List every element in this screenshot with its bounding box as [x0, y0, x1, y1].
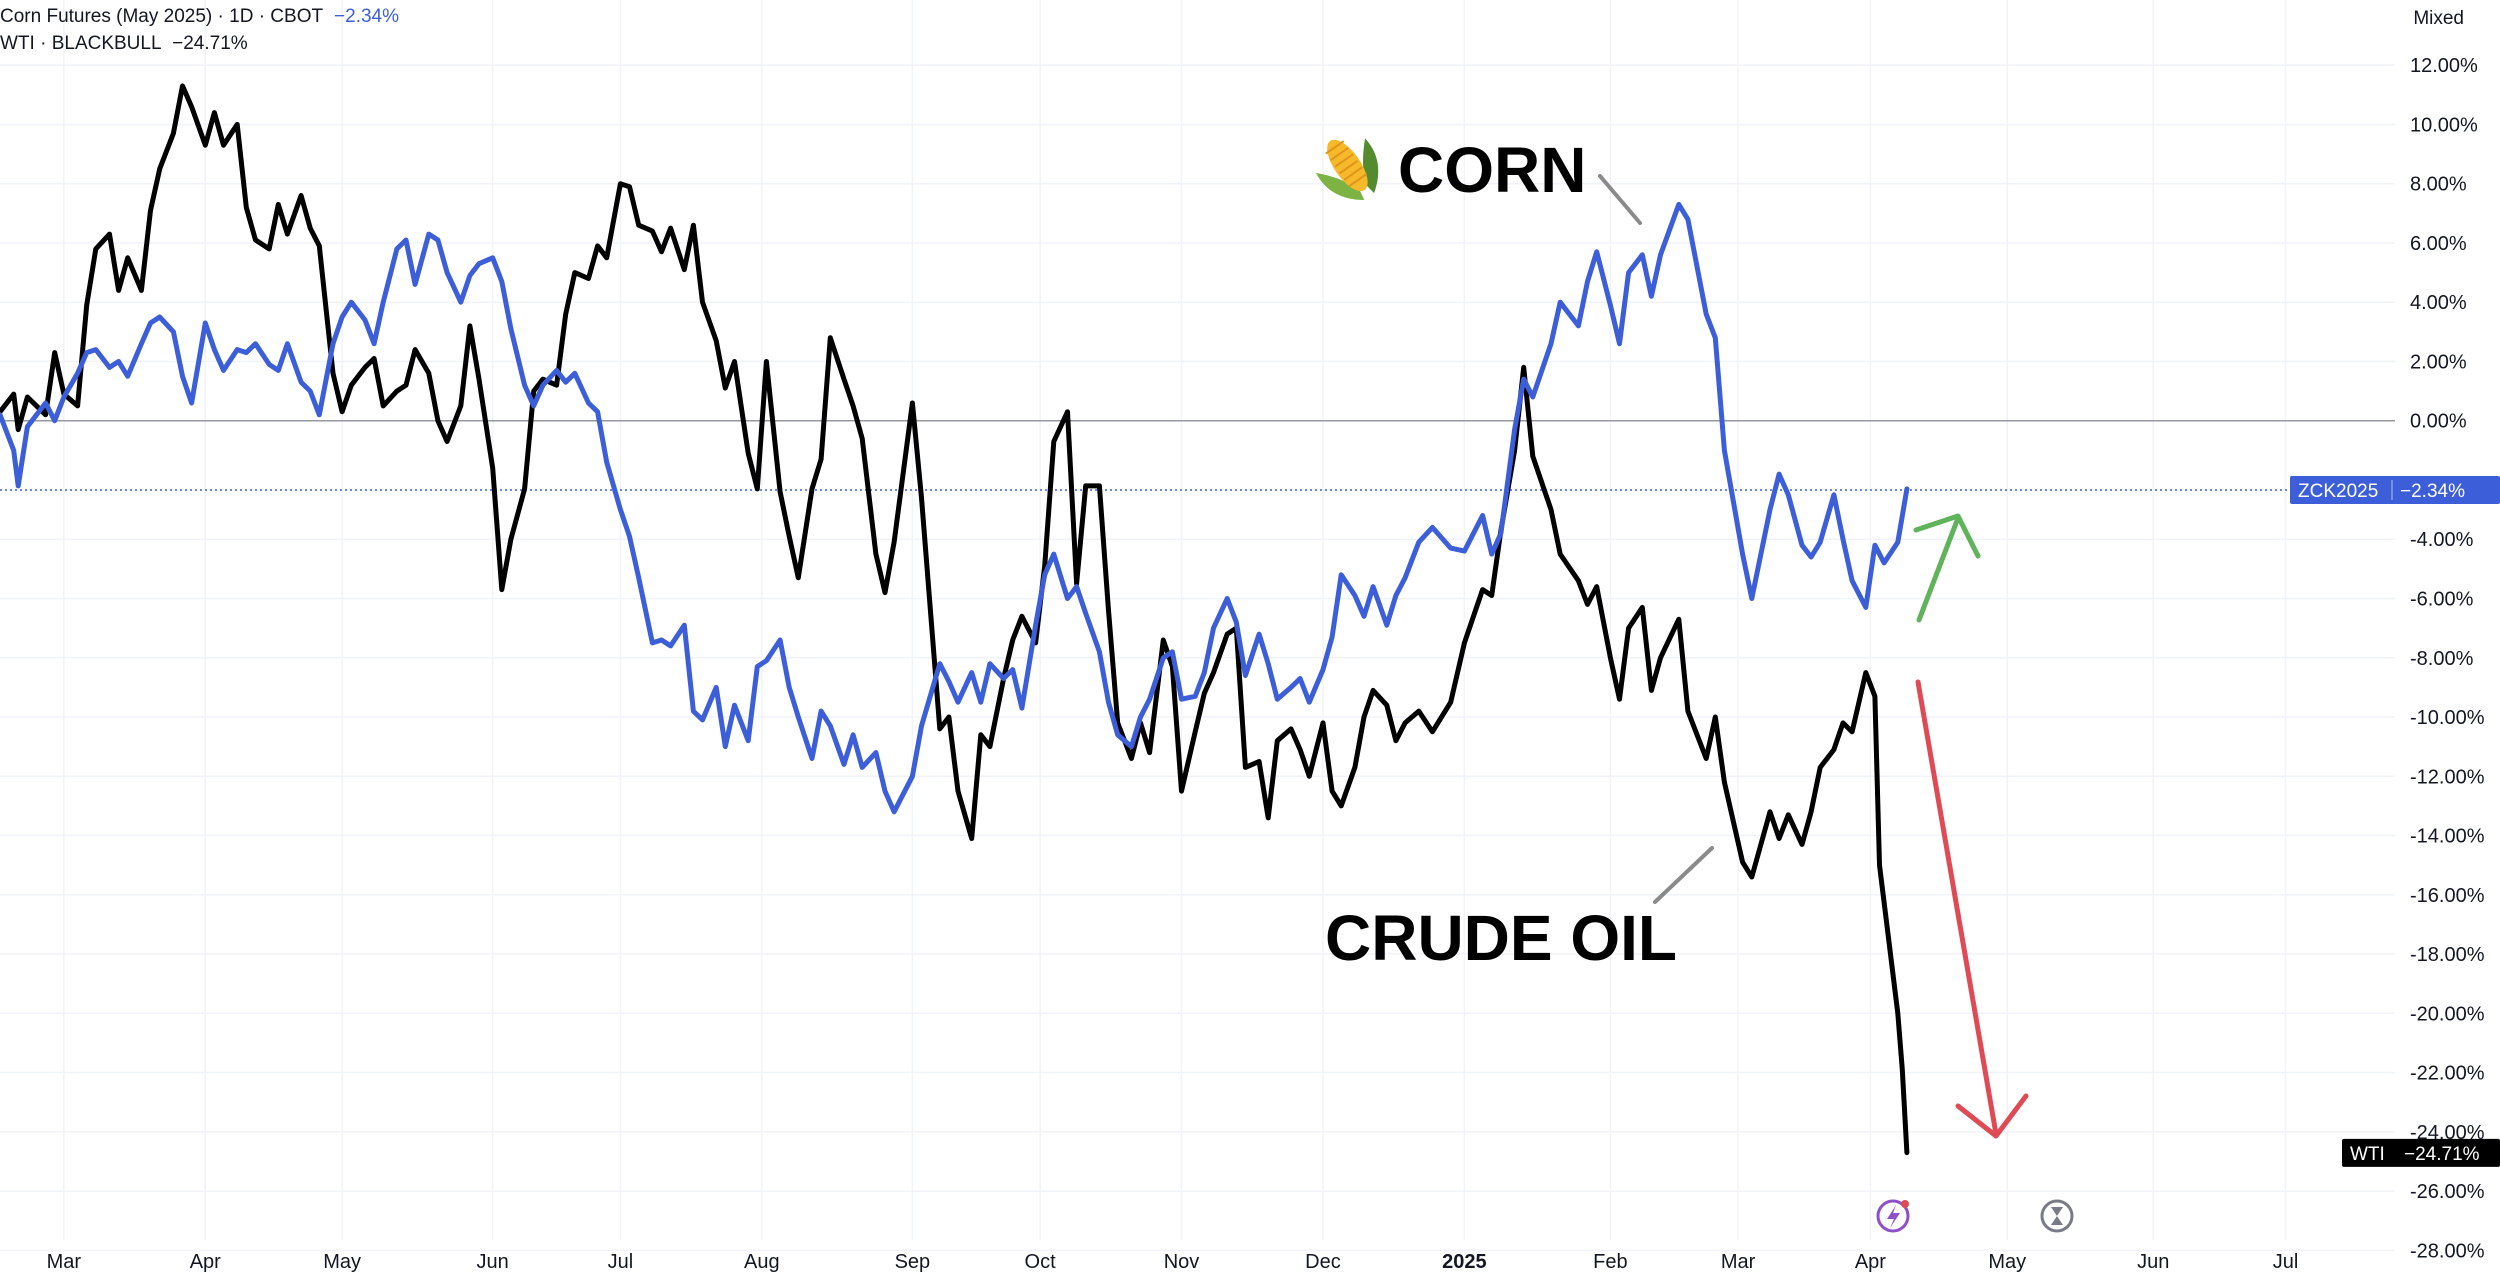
corn-price-tag: ZCK2025 −2.34% [2290, 476, 2500, 505]
y-tick-label: 10.00% [2410, 114, 2478, 136]
y-tick-label: -24.00% [2410, 1122, 2485, 1144]
red-down-arrow-head [1955, 1093, 2029, 1139]
y-tick-label: -28.00% [2410, 1240, 2485, 1262]
green-up-arrow-head [1913, 513, 1981, 559]
corn-kernel-row [1334, 153, 1354, 168]
y-tick-label: 6.00% [2410, 233, 2467, 255]
bottom-icons[interactable] [1876, 1199, 2074, 1233]
x-tick-label: May [1988, 1251, 2026, 1273]
scale-mode-button[interactable]: Mixed [2413, 8, 2464, 29]
x-tick-label: Apr [1855, 1251, 1886, 1273]
y-tick-label: 0.00% [2410, 411, 2467, 433]
x-tick-label: May [323, 1251, 361, 1273]
wti-price-tag-bg [2342, 1138, 2500, 1167]
wti-price-tag: WTI −24.71% [2342, 1138, 2500, 1167]
legend-secondary-change: −24.71% [172, 33, 248, 54]
legend-secondary[interactable]: WTI · BLACKBULL −24.71% [0, 33, 248, 55]
x-tick-label: Sep [895, 1251, 931, 1273]
y-tick-label: -10.00% [2410, 707, 2485, 729]
crude-oil-annotation-label: CRUDE OIL [1325, 902, 1677, 974]
legend-primary-change: −2.34% [334, 6, 400, 27]
hourglass-icon-glass [2051, 1207, 2063, 1225]
y-tick-label: 8.00% [2410, 174, 2467, 196]
legend-secondary-name: WTI · BLACKBULL [0, 33, 161, 54]
series-line-zck2025 [0, 201, 1910, 815]
grid [0, 0, 2395, 1252]
y-tick-label: 12.00% [2410, 55, 2478, 77]
corn-kernel-row [1343, 166, 1363, 181]
corn-kernel-row [1338, 159, 1359, 175]
corn-kernel-row [1329, 146, 1349, 162]
corn-cob [1327, 139, 1368, 192]
y-tick-label: -8.00% [2410, 648, 2474, 670]
x-tick-label: Jun [477, 1251, 509, 1273]
wti-price-tag-symbol: WTI [2350, 1144, 2385, 1165]
corn-price-tag-bg [2290, 476, 2500, 505]
y-tick-label: -20.00% [2410, 1003, 2485, 1025]
y-tick-label: -6.00% [2410, 589, 2474, 611]
x-tick-label: Dec [1305, 1251, 1341, 1273]
x-tick-label: Nov [1164, 1251, 1200, 1273]
y-axis[interactable]: 12.00% 10.00% 8.00% 6.00% 4.00% 2.00% 0.00% -4.… [2410, 55, 2485, 1262]
corn-kernel-row [1348, 173, 1368, 188]
series-lines [0, 83, 1910, 1156]
series-line-wti [0, 83, 1910, 1156]
lightning-icon-dot [1901, 1200, 1909, 1208]
lightning-icon[interactable] [1876, 1199, 1910, 1233]
hourglass-icon-ring [2040, 1199, 2074, 1233]
legend-primary-name: Corn Futures (May 2025) · 1D · CBOT [0, 6, 323, 27]
hourglass-icon[interactable] [2040, 1199, 2074, 1233]
price-tags: ZCK2025 −2.34% WTI −24.71% [2290, 476, 2500, 1167]
y-tick-label: -4.00% [2410, 529, 2474, 551]
corn-kernel-row [1325, 140, 1345, 155]
x-tick-label: Jun [2137, 1251, 2169, 1273]
corn-annotation-label: CORN [1398, 134, 1586, 206]
y-tick-label: 2.00% [2410, 351, 2467, 373]
x-axis[interactable]: Mar Apr May Jun Jul Aug Sep Oct Nov Dec 2025 Feb Mar… [47, 1251, 2299, 1273]
wti-price-tag-value: −24.71% [2404, 1144, 2480, 1165]
y-tick-label: -16.00% [2410, 885, 2485, 907]
y-tick-label: -12.00% [2410, 766, 2485, 788]
x-tick-label: Aug [744, 1251, 780, 1273]
corn-icon [1315, 138, 1379, 201]
y-tick-label: -14.00% [2410, 826, 2485, 848]
corn-price-tag-value: −2.34% [2400, 481, 2465, 502]
lightning-icon-bolt [1887, 1205, 1900, 1228]
corn-husk-left [1315, 172, 1365, 201]
corn-pointer-line [1598, 174, 1642, 225]
x-tick-label: Apr [190, 1251, 221, 1273]
x-tick-label: Mar [47, 1251, 82, 1273]
y-tick-label: 4.00% [2410, 292, 2467, 314]
lightning-icon-ring [1876, 1199, 1910, 1233]
y-tick-label: -22.00% [2410, 1063, 2485, 1085]
red-down-arrow-shaft [1915, 679, 1999, 1137]
x-tick-label: Feb [1593, 1251, 1627, 1273]
x-tick-label: Jul [2273, 1251, 2299, 1273]
x-tick-label: Mar [1721, 1251, 1756, 1273]
x-tick-label: Jul [608, 1251, 634, 1273]
y-tick-label: -26.00% [2410, 1181, 2485, 1203]
green-up-arrow-shaft [1916, 515, 1961, 623]
x-tick-label: 2025 [1442, 1251, 1487, 1273]
legend-primary[interactable]: Corn Futures (May 2025) · 1D · CBOT −2.3… [0, 6, 399, 28]
y-tick-label: -18.00% [2410, 944, 2485, 966]
annotations: CORN CRUDE OIL [1315, 134, 2029, 1139]
x-tick-label: Oct [1025, 1251, 1057, 1273]
corn-price-tag-symbol: ZCK2025 [2298, 481, 2378, 502]
oil-pointer-line [1653, 846, 1714, 904]
